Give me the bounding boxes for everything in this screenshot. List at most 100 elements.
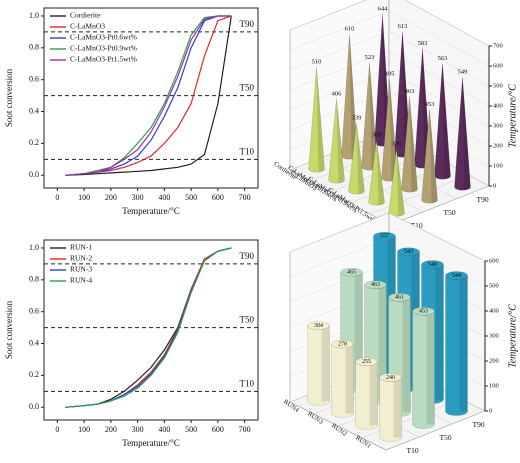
value-label: 563	[438, 55, 448, 62]
cylinder-shade	[393, 377, 402, 438]
cylinder-top	[364, 280, 387, 289]
x-tick-label: 400	[158, 425, 170, 434]
series-line	[65, 15, 232, 176]
plot-frame	[43, 239, 259, 421]
floor-line	[361, 398, 462, 439]
x-tick-label: 300	[132, 425, 144, 434]
x-tick-label: 200	[105, 193, 117, 202]
cylinder-top	[421, 260, 444, 269]
x-tick-label: 700	[239, 193, 251, 202]
x-tick-label: 600	[212, 425, 224, 434]
grid-line	[289, 30, 490, 87]
value-label: 510	[312, 58, 322, 65]
cone	[328, 98, 345, 184]
cone	[368, 140, 385, 206]
cylinder-top	[412, 307, 435, 316]
cone-shade	[389, 79, 398, 182]
x-tick-label: 600	[212, 193, 224, 202]
y-tick-label: 0.2	[29, 370, 39, 379]
cylinder-top	[379, 373, 402, 382]
x-tick-label: 0	[55, 425, 59, 434]
cylinder-top	[355, 357, 378, 366]
value-label: 463	[405, 88, 415, 95]
reference-label: T10	[240, 146, 255, 156]
grid-line	[289, 70, 490, 127]
x-tick-label: 400	[158, 193, 170, 202]
cone-shade	[429, 109, 438, 204]
value-label: 453	[419, 309, 428, 315]
value-label: 465	[347, 270, 356, 276]
y-tick-label: 1.0	[29, 243, 39, 252]
cone	[421, 109, 438, 204]
y-tick-label: 0.6	[29, 307, 39, 316]
plot-frame	[43, 7, 259, 189]
legend-label: C-LaMnO3	[70, 22, 105, 31]
z-tick-label: 600	[493, 62, 503, 69]
cylinder-shade	[321, 325, 330, 402]
x-tick-label: 500	[185, 425, 197, 434]
y-tick-label: 0.2	[29, 138, 39, 147]
value-label: 461	[395, 295, 404, 301]
series-label: T50	[440, 433, 452, 442]
cone-shade	[356, 123, 365, 195]
x-tick-label: 100	[78, 193, 90, 202]
grid-line	[289, 10, 490, 67]
cylinder-shade	[426, 311, 435, 425]
value-label: 453	[425, 101, 435, 108]
cone-shade	[396, 149, 405, 217]
z-tick-label: 100	[493, 162, 503, 169]
cone-shade	[336, 98, 345, 184]
z-tick-label: 500	[489, 282, 499, 289]
x-tick-label: 0	[55, 193, 59, 202]
cone	[308, 66, 325, 173]
z-tick-label: 200	[493, 142, 503, 149]
cone-shade	[369, 62, 378, 171]
cylinder-shade	[369, 361, 378, 426]
cone-shade	[376, 140, 385, 206]
legend-label: RUN-4	[70, 276, 92, 285]
cylinder-top	[373, 232, 396, 241]
z-axis-label: Temperature/°C	[507, 304, 518, 368]
cylinder-top	[397, 247, 420, 256]
cylinder-shade	[378, 284, 387, 401]
cone	[401, 96, 418, 193]
grid-line	[289, 50, 490, 107]
z-tick-label: 200	[489, 357, 499, 364]
cone	[348, 123, 365, 195]
cylinder-top	[307, 321, 330, 330]
reference-label: T50	[240, 83, 255, 93]
cylinder-shade	[435, 264, 444, 400]
cylinder-shade	[459, 275, 468, 412]
y-tick-label: 1.0	[29, 11, 39, 20]
value-label: 255	[362, 359, 371, 365]
value-label: 610	[345, 25, 355, 32]
x-tick-label: 200	[105, 425, 117, 434]
z-tick-label: 600	[489, 257, 499, 264]
grid-line	[289, 0, 490, 47]
z-tick-label: 0	[493, 182, 496, 189]
value-label: 406	[332, 90, 343, 97]
z-tick-label: 700	[493, 42, 503, 49]
value-label: 644	[378, 6, 389, 13]
y-axis-label: Soot conversion	[4, 300, 14, 359]
value-label: 240	[386, 375, 395, 381]
value-label: 304	[314, 323, 323, 329]
z-axis-label: Temperature/°C	[507, 84, 518, 148]
cylinder-shade	[402, 297, 411, 413]
x-axis-label: Temperature/°C	[122, 438, 179, 448]
cylinder-top	[331, 339, 354, 349]
reference-label: T90	[240, 251, 255, 261]
value-label: 523	[365, 54, 375, 61]
series-line	[65, 247, 232, 408]
value-label: 549	[458, 69, 468, 76]
reference-label: T10	[240, 378, 255, 388]
grid-line	[289, 212, 486, 262]
y-tick-label: 0.8	[29, 275, 39, 284]
y-tick-label: 0.6	[29, 75, 39, 84]
cylinder-top	[340, 268, 363, 277]
series-label: T10	[407, 446, 419, 455]
legend-label: RUN-2	[70, 254, 92, 263]
value-label: 613	[398, 23, 408, 30]
series-label: T90	[477, 195, 489, 204]
